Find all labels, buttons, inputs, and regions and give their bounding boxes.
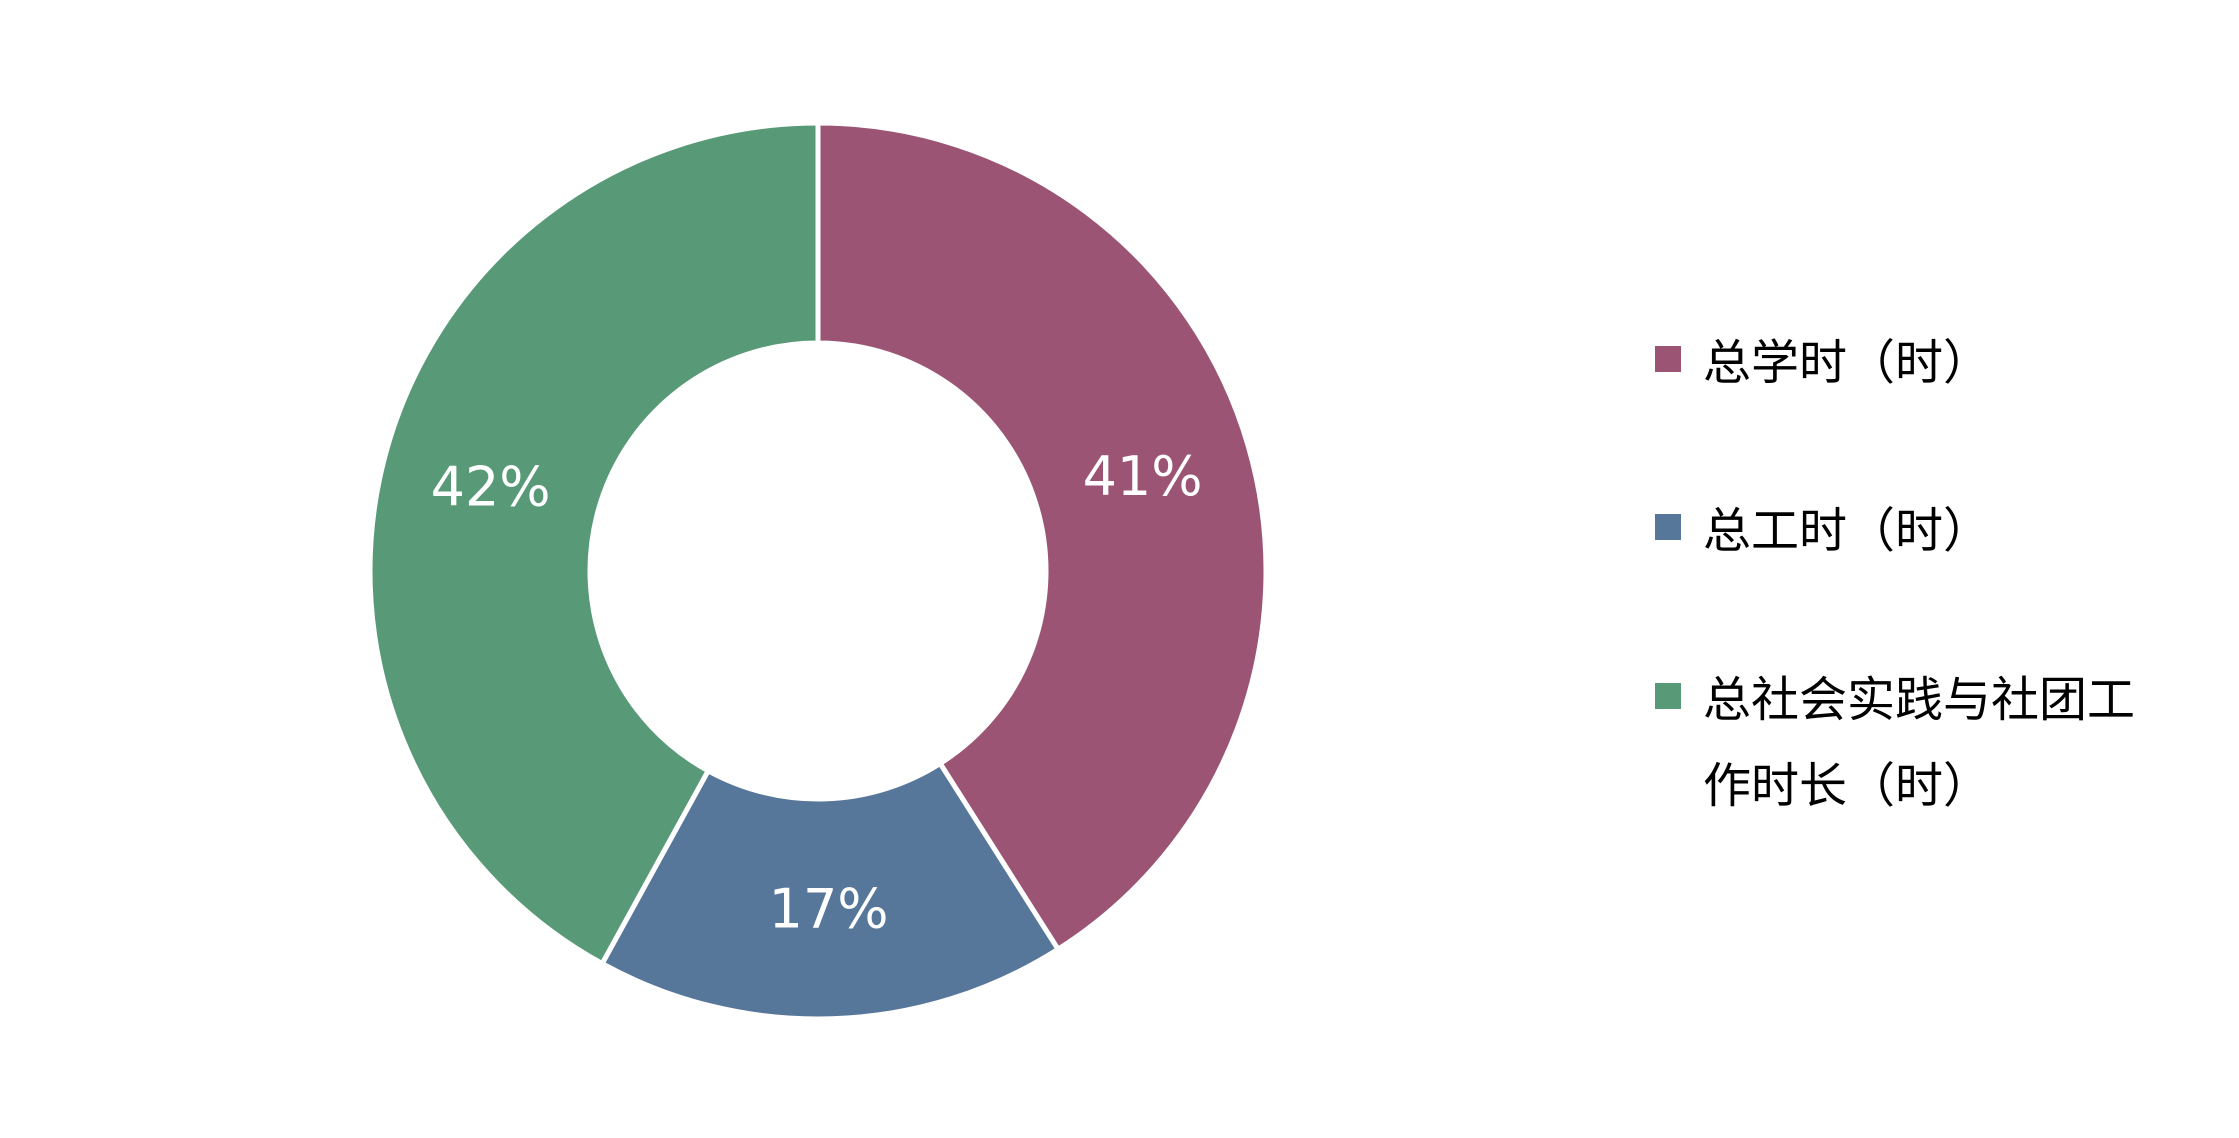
legend-item-social-practice-hours: 总社会实践与社团工作时长（时） (1655, 657, 2143, 829)
legend-label-total-work-hours: 总工时（时） (1703, 503, 1992, 559)
legend-swatch-social-practice-hours (1655, 683, 1681, 709)
legend-swatch-total-work-hours (1655, 514, 1681, 540)
donut-slices (367, 120, 1269, 1022)
donut-slice-2 (598, 760, 1062, 1022)
donut-slice-label-2: 17% (769, 877, 889, 940)
donut-data-labels: 41% 17% 42% (431, 445, 1203, 940)
legend-swatch-total-study-hours (1655, 346, 1681, 372)
donut-slice-1 (815, 120, 1269, 953)
legend-label-total-study-hours: 总学时（时） (1703, 335, 1992, 391)
donut-slice-label-3: 42% (431, 455, 551, 518)
legend-item-total-study-hours: 总学时（时） (1655, 320, 2203, 406)
legend-label-social-practice-hours: 总社会实践与社团工作时长（时） (1703, 672, 2136, 814)
legend-item-total-work-hours: 总工时（时） (1655, 488, 2203, 574)
donut-slice-label-1: 41% (1083, 445, 1203, 508)
donut-slice-3 (367, 120, 821, 967)
